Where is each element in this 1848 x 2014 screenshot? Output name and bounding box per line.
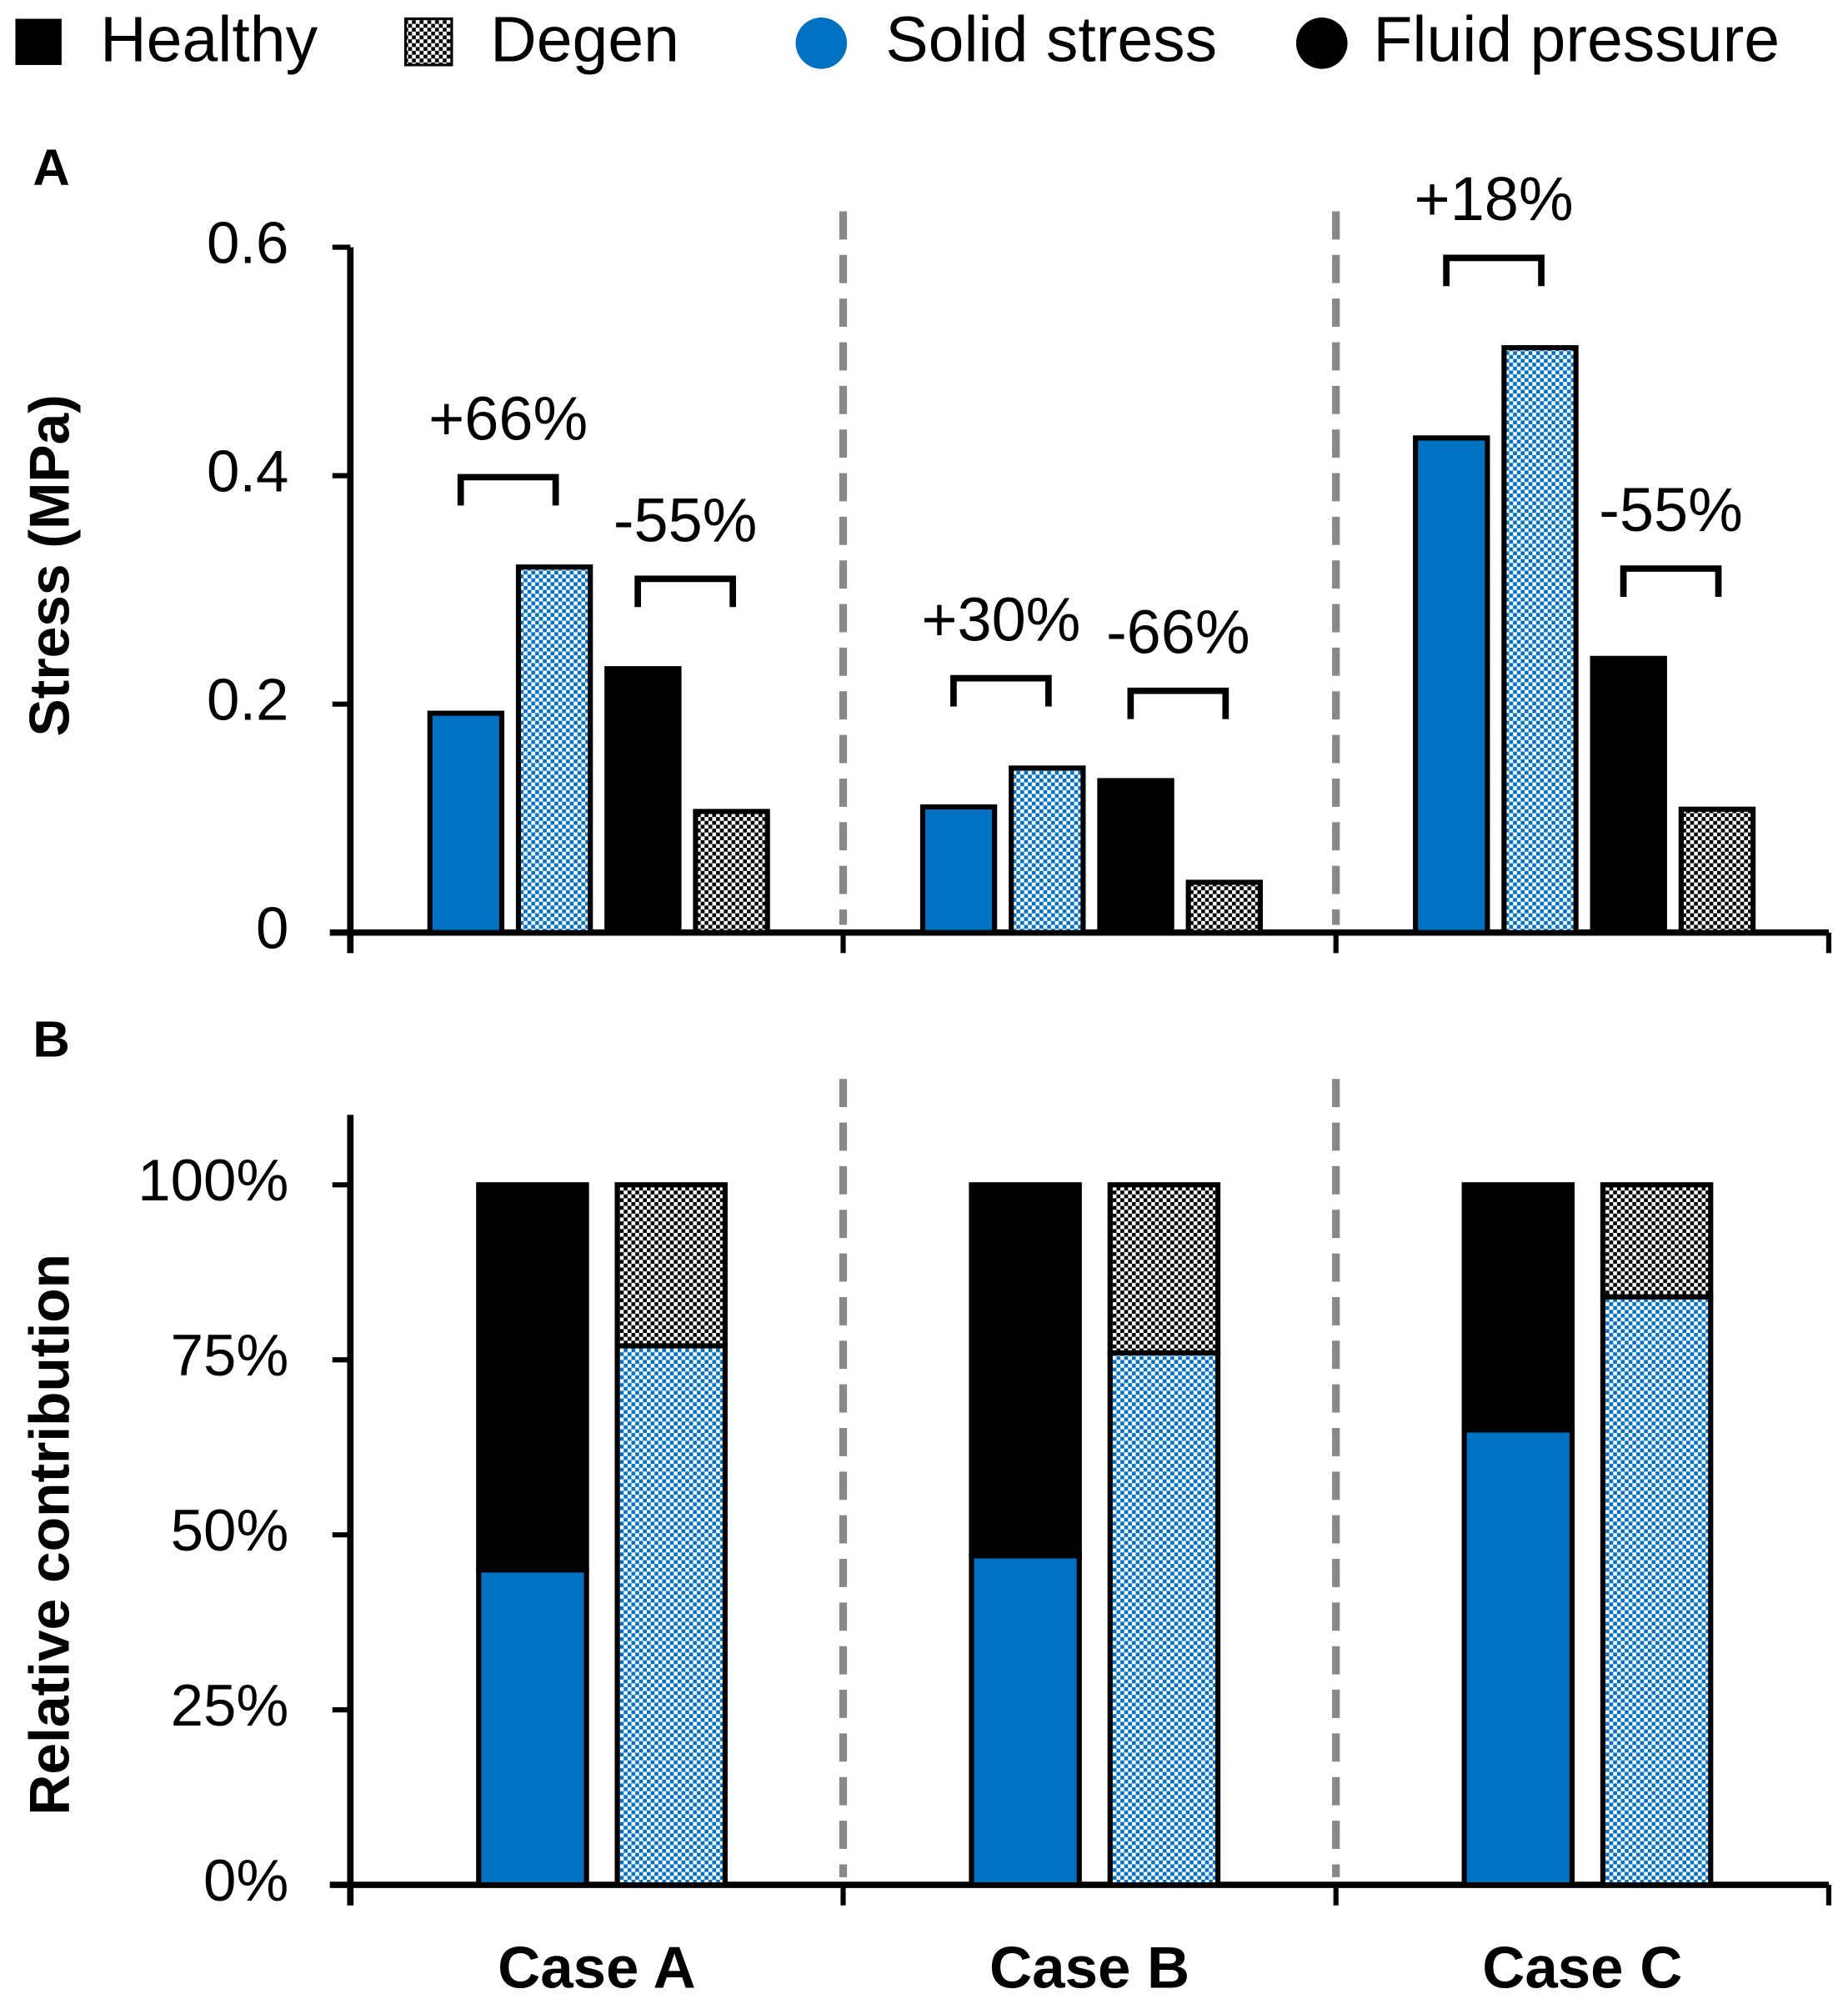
legend-swatch (403, 17, 453, 67)
bracket (634, 575, 736, 608)
bracket (1127, 687, 1229, 719)
x-tick-label: Case C (1482, 1935, 1682, 2001)
y-tick-label: 75% (171, 1323, 289, 1389)
bar-segment (614, 1182, 728, 1349)
panel-label: B (33, 1010, 69, 1068)
y-tick-label: 0% (203, 1848, 288, 1914)
legend-swatch (15, 18, 62, 65)
y-tick-label: 0.6 (207, 210, 288, 276)
y-tick-label: 0 (256, 895, 288, 961)
panel-label: A (33, 139, 69, 197)
bracket (1620, 565, 1722, 597)
bar (1185, 879, 1263, 935)
bracket (1443, 254, 1545, 287)
y-tick-label: 50% (171, 1498, 289, 1564)
x-tick-label: Case A (498, 1935, 695, 2001)
bar-segment (1107, 1182, 1221, 1355)
legend-marker (795, 17, 848, 69)
bar (427, 710, 505, 935)
bar-segment (614, 1343, 728, 1888)
annotation: -66% (1106, 598, 1250, 667)
bar-segment (476, 1567, 589, 1888)
bar-segment (1600, 1182, 1714, 1300)
y-axis-title: Stress (MPa) (19, 394, 82, 736)
legend-label: Degen (490, 4, 679, 76)
y-tick-label: 0.4 (207, 438, 288, 504)
bar (515, 564, 593, 935)
bar (919, 804, 998, 935)
annotation: -55% (1599, 475, 1743, 544)
bar-segment (476, 1182, 589, 1573)
x-tick-label: Case B (989, 1935, 1189, 2001)
bar (1009, 765, 1086, 935)
bar-segment (1600, 1294, 1714, 1888)
annotation: +66% (428, 383, 588, 453)
bracket (457, 473, 559, 506)
bar-segment (1461, 1427, 1575, 1888)
y-axis-title: Relative contribution (19, 1254, 82, 1816)
bar-segment (969, 1553, 1082, 1888)
bar (1590, 655, 1667, 935)
bracket (950, 674, 1052, 707)
legend-marker (1295, 17, 1348, 69)
bar (1413, 435, 1490, 935)
y-tick-label: 25% (171, 1673, 289, 1739)
y-tick-label: 100% (138, 1148, 288, 1214)
bar (1678, 806, 1756, 935)
bar (604, 666, 682, 935)
legend-label: Solid stress (885, 4, 1217, 76)
annotation: +30% (921, 584, 1080, 654)
annotation: -55% (613, 485, 758, 554)
legend-label: Fluid pressure (1373, 4, 1780, 76)
bar (693, 809, 770, 935)
bar-segment (1107, 1350, 1221, 1888)
bar-segment (1461, 1182, 1575, 1433)
bar (1097, 778, 1174, 935)
bar-segment (969, 1182, 1082, 1559)
y-tick-label: 0.2 (207, 667, 288, 733)
legend-label: Healthy (100, 4, 318, 76)
annotation: +18% (1415, 164, 1574, 233)
bar (1501, 345, 1579, 935)
